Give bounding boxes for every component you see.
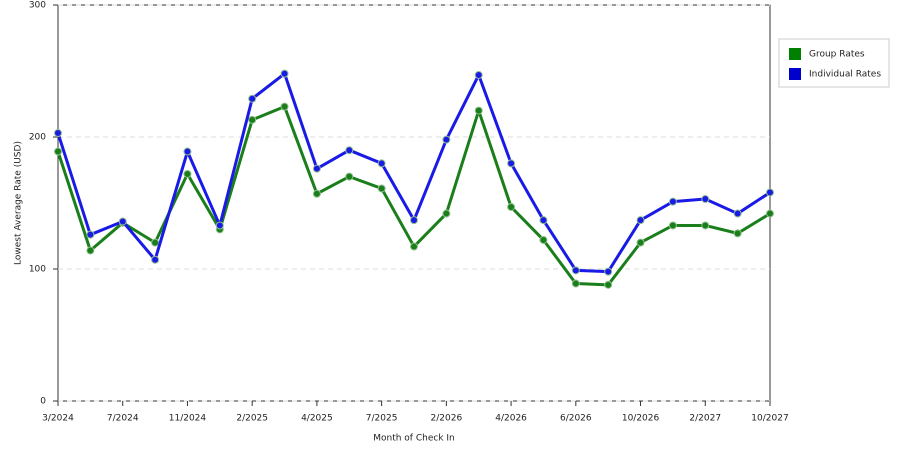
data-point — [507, 159, 516, 168]
x-axis-label: Month of Check In — [373, 434, 455, 444]
data-point — [733, 229, 742, 238]
data-point — [86, 246, 95, 255]
data-point — [54, 147, 62, 156]
data-point — [668, 197, 677, 206]
data-point — [733, 209, 742, 218]
y-axis-label: Lowest Average Rate (USD) — [14, 141, 24, 265]
data-point — [312, 189, 321, 198]
y-tick-label: 100 — [29, 265, 46, 275]
data-point — [118, 217, 127, 226]
data-point — [345, 146, 354, 155]
x-tick-label: 3/2024 — [42, 414, 74, 424]
data-point — [507, 202, 516, 211]
data-point — [474, 70, 483, 79]
x-tick-label: 10/2027 — [751, 414, 788, 424]
legend-swatch — [789, 68, 801, 80]
data-point — [442, 209, 451, 218]
data-point — [248, 94, 257, 103]
x-tick-label: 4/2025 — [301, 414, 333, 424]
data-point — [183, 147, 192, 156]
series-line — [56, 72, 771, 274]
data-point — [151, 238, 160, 247]
data-point — [636, 216, 645, 225]
x-tick-label: 2/2026 — [431, 414, 463, 424]
legend-label: Group Rates — [809, 50, 865, 60]
data-point — [766, 188, 774, 197]
data-point — [151, 255, 160, 264]
data-point — [604, 280, 613, 289]
data-point — [539, 235, 548, 244]
plot-frame — [57, 4, 771, 402]
x-tick-label: 2/2027 — [689, 414, 721, 424]
data-point — [54, 129, 62, 138]
x-tick-label: 2/2025 — [236, 414, 268, 424]
data-point — [215, 221, 224, 230]
data-point — [248, 115, 257, 124]
data-point — [410, 242, 418, 251]
x-tick-label: 7/2024 — [107, 414, 139, 424]
x-tick-label: 7/2025 — [366, 414, 398, 424]
y-tick-label: 200 — [29, 133, 46, 143]
data-point — [539, 216, 548, 225]
data-point — [604, 267, 613, 276]
data-point — [377, 184, 386, 193]
series-line — [56, 105, 771, 287]
data-point — [701, 221, 710, 230]
data-point — [701, 195, 710, 204]
y-tick-label: 0 — [40, 397, 46, 407]
x-tick-label: 10/2026 — [622, 414, 660, 424]
data-point — [345, 172, 354, 181]
x-tick-label: 11/2024 — [169, 414, 207, 424]
data-point — [183, 169, 192, 178]
data-point — [668, 221, 677, 230]
data-point — [377, 159, 386, 168]
data-point — [766, 209, 774, 218]
data-point — [312, 164, 321, 173]
data-point — [474, 106, 483, 115]
x-tick-label: 4/2026 — [495, 414, 527, 424]
y-tick-label: 300 — [29, 1, 46, 11]
data-point — [86, 230, 95, 239]
x-tick-label: 6/2026 — [560, 414, 592, 424]
legend-swatch — [789, 48, 801, 60]
data-point — [280, 69, 289, 78]
data-point — [636, 238, 645, 247]
legend-label: Individual Rates — [809, 70, 881, 80]
data-point — [410, 216, 418, 225]
data-point — [571, 266, 580, 275]
data-point — [280, 102, 289, 111]
data-point — [442, 135, 451, 144]
data-point — [571, 279, 580, 288]
